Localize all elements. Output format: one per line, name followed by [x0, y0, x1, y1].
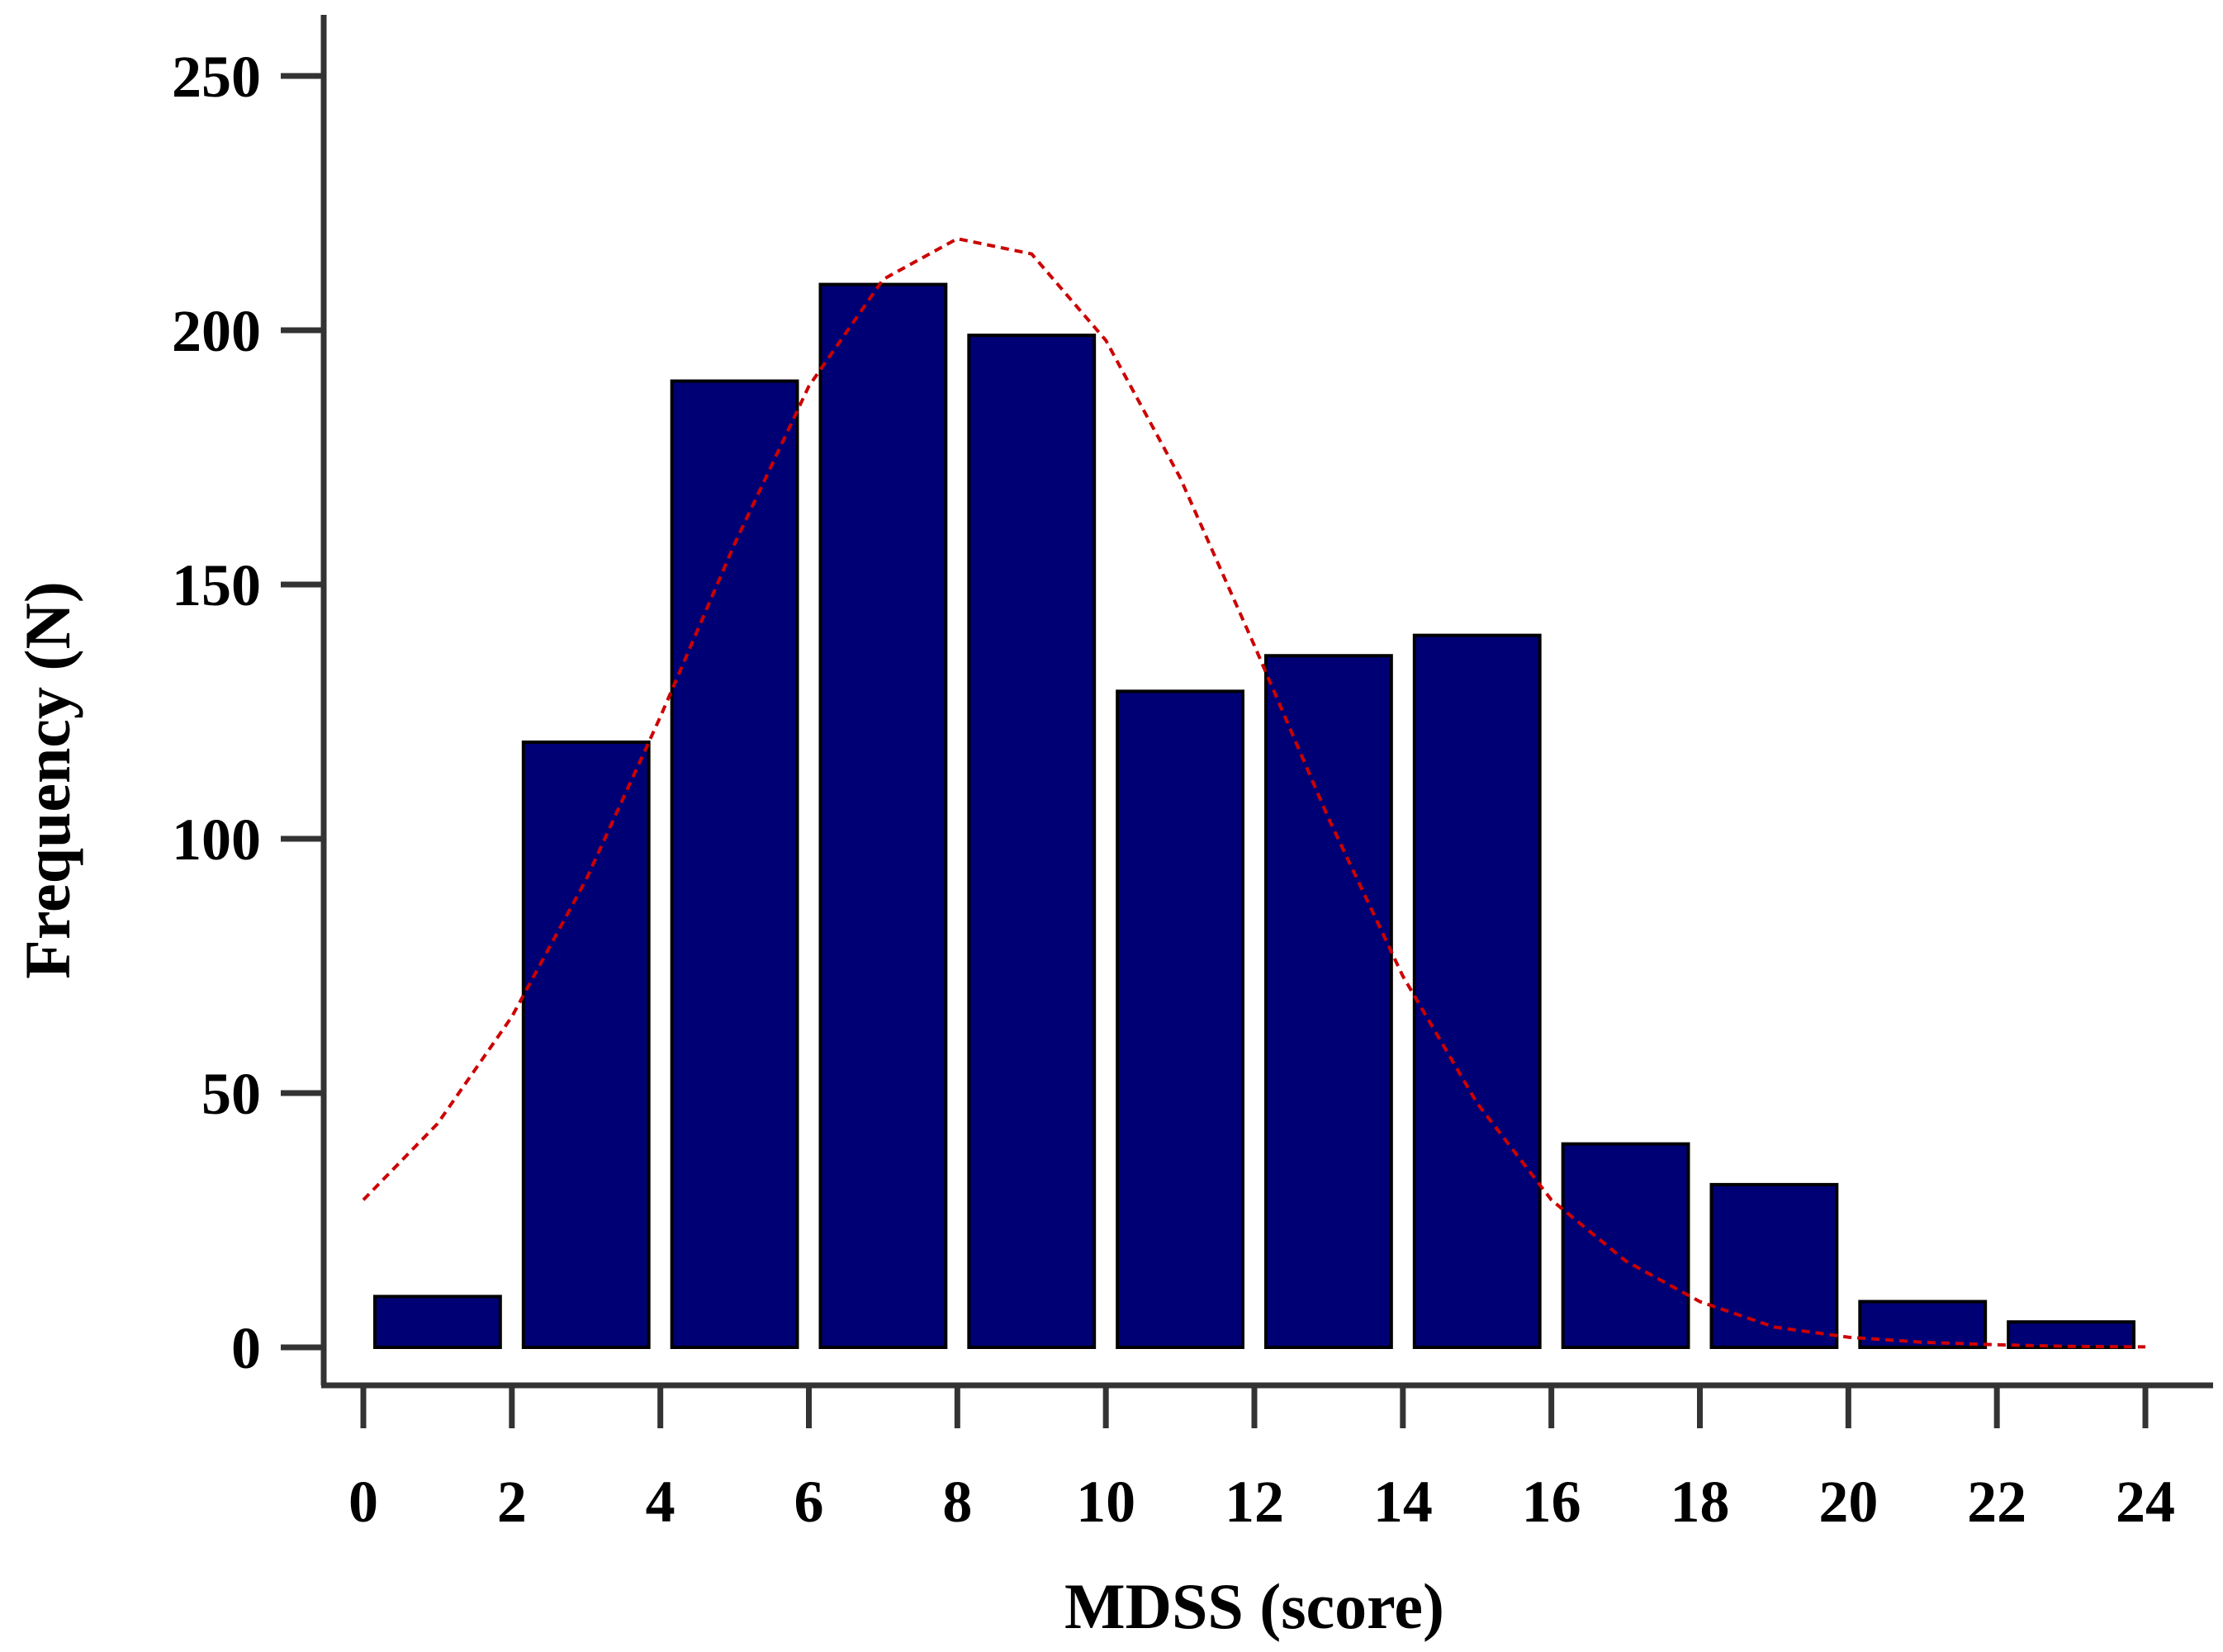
- x-tick-label-16: 16: [1522, 1469, 1581, 1535]
- y-tick-label-100: 100: [172, 807, 261, 873]
- curve-layer: [362, 237, 2146, 1349]
- x-tick-label-22: 22: [1967, 1469, 2026, 1535]
- x-tick-label-4: 4: [646, 1469, 675, 1535]
- y-axis-title: Frequency (N): [12, 581, 83, 979]
- histogram-bar-10: [1709, 1182, 1839, 1349]
- x-tick-label-10: 10: [1076, 1469, 1135, 1535]
- histogram-bar-2: [521, 740, 651, 1349]
- histogram-bar-11: [1858, 1299, 1988, 1350]
- histogram-bar-6: [1116, 689, 1244, 1349]
- y-tick-label-250: 250: [172, 44, 261, 110]
- axes-layer: [281, 15, 2213, 1428]
- y-tick-label-0: 0: [231, 1315, 261, 1381]
- bars-layer: [373, 282, 2136, 1350]
- normal-fit-curve: [362, 237, 2146, 1349]
- x-tick-label-20: 20: [1818, 1469, 1878, 1535]
- x-tick-label-14: 14: [1373, 1469, 1433, 1535]
- x-tick-label-18: 18: [1671, 1469, 1730, 1535]
- x-tick-label-2: 2: [497, 1469, 527, 1535]
- x-axis-title: MDSS (score): [1064, 1570, 1444, 1642]
- x-tick-label-0: 0: [348, 1469, 378, 1535]
- histogram-bar-3: [670, 379, 799, 1350]
- x-tick-label-12: 12: [1225, 1469, 1284, 1535]
- histogram-bar-1: [373, 1295, 502, 1350]
- x-tick-label-8: 8: [942, 1469, 972, 1535]
- y-tick-label-200: 200: [172, 298, 261, 364]
- x-tick-label-6: 6: [794, 1469, 824, 1535]
- histogram-bar-7: [1264, 654, 1393, 1349]
- histogram-bar-8: [1412, 633, 1542, 1349]
- histogram-bar-4: [818, 282, 948, 1349]
- y-tick-label-50: 50: [201, 1061, 261, 1127]
- y-tick-label-150: 150: [172, 552, 261, 618]
- histogram-bar-12: [2007, 1320, 2136, 1349]
- histogram-bar-9: [1561, 1142, 1690, 1349]
- histogram-bar-5: [967, 334, 1097, 1349]
- x-tick-label-24: 24: [2116, 1469, 2175, 1535]
